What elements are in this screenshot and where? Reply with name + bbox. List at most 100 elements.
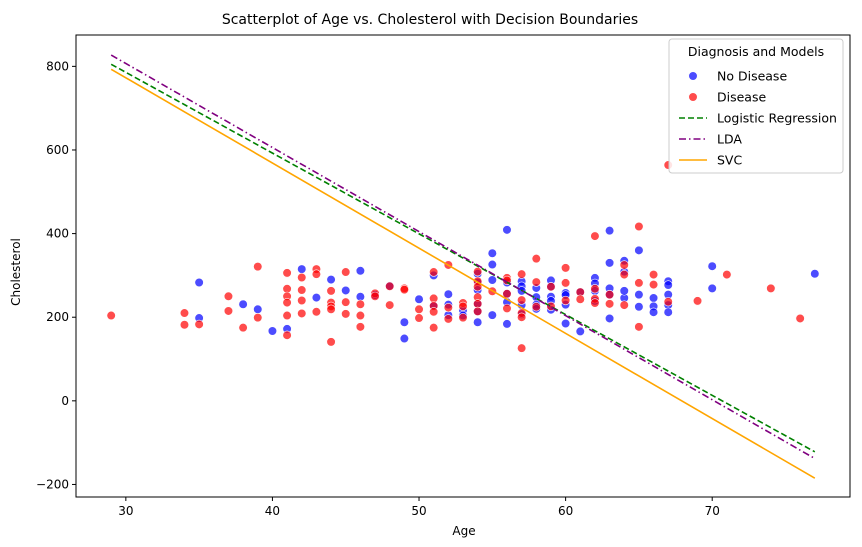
- disease-point: [326, 337, 336, 347]
- disease-point: [473, 267, 483, 277]
- disease-point: [575, 294, 585, 304]
- no-disease-point: [297, 264, 307, 274]
- no-disease-point: [604, 258, 615, 268]
- no-disease-point: [267, 326, 278, 336]
- disease-point: [590, 231, 600, 241]
- x-tick-label: 30: [118, 504, 133, 518]
- disease-point: [722, 269, 732, 280]
- disease-point: [443, 303, 453, 313]
- no-disease-point: [502, 319, 512, 329]
- disease-point: [692, 296, 703, 306]
- disease-point: [561, 263, 571, 273]
- disease-point: [590, 284, 600, 294]
- disease-point: [385, 281, 395, 291]
- disease-point: [326, 286, 336, 296]
- no-disease-point: [648, 293, 659, 303]
- no-disease-point: [604, 313, 615, 324]
- y-tick-label: 200: [46, 310, 69, 324]
- disease-point: [517, 343, 527, 353]
- disease-point: [311, 307, 322, 317]
- disease-point: [648, 269, 659, 280]
- y-tick-label: 400: [46, 227, 69, 241]
- legend-box: [668, 38, 844, 174]
- no-disease-point: [707, 261, 717, 271]
- no-disease-point: [561, 318, 571, 329]
- disease-point: [282, 310, 292, 321]
- no-disease-point: [634, 302, 644, 312]
- disease-point: [297, 308, 307, 319]
- disease-point: [443, 314, 453, 324]
- y-axis: −200 0 200 400 600 800: [36, 59, 76, 491]
- disease-point: [619, 269, 629, 280]
- chart-title: Scatterplot of Age vs. Cholesterol with …: [222, 12, 638, 28]
- no-disease-point: [253, 304, 263, 314]
- x-axis-title: Age: [452, 524, 475, 538]
- no-disease-point: [487, 259, 497, 270]
- disease-point: [458, 301, 468, 311]
- disease-point: [429, 267, 439, 277]
- legend-label-lda: LDA: [717, 132, 742, 147]
- legend-title: Diagnosis and Models: [688, 44, 824, 59]
- disease-point: [297, 285, 307, 295]
- no-disease-point: [443, 289, 453, 299]
- no-disease-point: [487, 248, 497, 258]
- no-disease-point: [648, 307, 659, 317]
- disease-point: [634, 278, 644, 288]
- no-disease-point: [311, 292, 322, 303]
- disease-point: [238, 323, 248, 333]
- legend: Diagnosis and Models No Disease Disease Log…: [668, 38, 844, 174]
- disease-point: [179, 308, 190, 318]
- no-disease-point: [502, 225, 512, 235]
- disease-point: [179, 320, 190, 330]
- disease-point: [326, 304, 336, 314]
- disease-point: [619, 300, 629, 310]
- y-tick-label: 800: [46, 59, 69, 73]
- no-disease-point: [473, 317, 483, 327]
- disease-point: [619, 260, 629, 270]
- disease-point: [517, 295, 527, 305]
- no-disease-point: [341, 285, 351, 296]
- legend-label-no-disease: No Disease: [717, 69, 787, 84]
- disease-point: [311, 269, 322, 279]
- logistic-regression-line: [110, 63, 816, 453]
- no-disease-point: [663, 307, 673, 317]
- disease-point: [546, 282, 556, 292]
- data-points: [106, 160, 820, 353]
- plot-frame: [75, 34, 851, 498]
- disease-point: [458, 313, 468, 323]
- disease-point: [355, 322, 365, 332]
- no-disease-point: [619, 286, 629, 296]
- x-axis: 30 40 50 60 70: [118, 497, 720, 518]
- no-disease-point: [355, 266, 365, 276]
- no-disease-point: [194, 277, 204, 288]
- disease-point: [253, 262, 263, 272]
- disease-point: [634, 322, 644, 332]
- disease-point: [223, 291, 234, 301]
- no-disease-point: [634, 245, 644, 255]
- legend-swatch-disease: [688, 92, 698, 102]
- disease-point: [517, 312, 527, 322]
- no-disease-point: [399, 333, 409, 344]
- disease-point: [517, 269, 527, 279]
- disease-point: [223, 306, 234, 316]
- disease-point: [634, 221, 644, 232]
- disease-point: [341, 267, 351, 277]
- disease-point: [648, 280, 659, 290]
- disease-point: [399, 285, 409, 295]
- no-disease-point: [487, 275, 497, 285]
- disease-point: [429, 307, 439, 317]
- y-tick-label: 0: [61, 394, 69, 408]
- decision-boundaries: [110, 54, 816, 479]
- legend-label-svc: SVC: [717, 153, 742, 168]
- disease-point: [385, 300, 395, 310]
- legend-swatch-no-disease: [688, 71, 698, 81]
- no-disease-point: [707, 283, 717, 293]
- disease-point: [795, 313, 805, 324]
- svc-line: [110, 68, 816, 479]
- no-disease-point: [399, 317, 409, 327]
- disease-point: [297, 272, 307, 283]
- no-disease-point: [604, 226, 615, 236]
- no-disease-point: [487, 310, 497, 320]
- disease-point: [106, 310, 116, 321]
